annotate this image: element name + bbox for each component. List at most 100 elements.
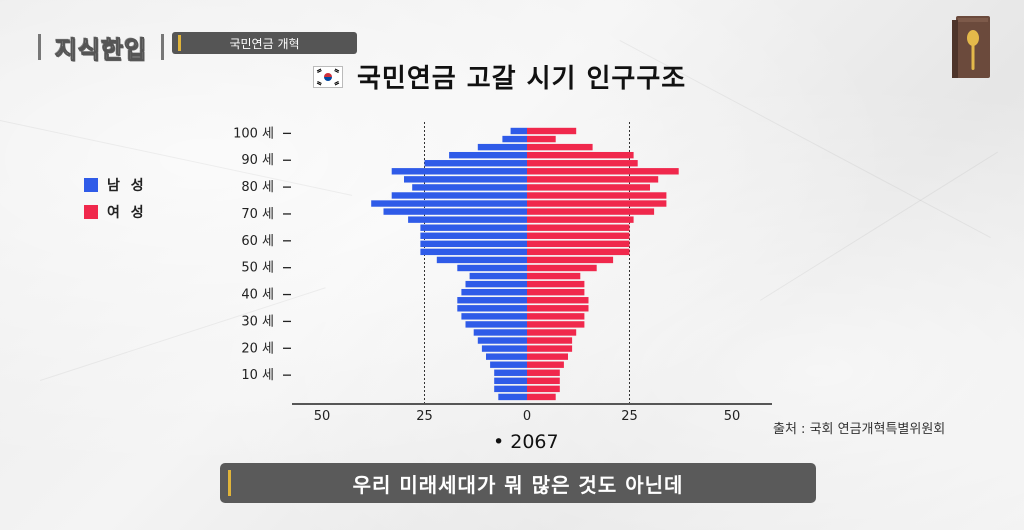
- bar-male: [477, 337, 527, 344]
- bar-female: [527, 216, 634, 223]
- bar-female: [527, 280, 585, 288]
- source-note: 출처 : 국회 연금개혁특별위원회: [773, 422, 946, 437]
- bar-male: [391, 192, 527, 199]
- bar-female: [527, 353, 568, 360]
- bar-female: [527, 127, 577, 135]
- bar-male: [420, 224, 527, 231]
- x-tick-label: 50: [314, 409, 331, 424]
- bar-male: [486, 353, 527, 360]
- chart-legend: 남 성 여 성: [84, 175, 147, 229]
- bar-female: [527, 232, 630, 239]
- bar-female: [527, 240, 630, 248]
- bar-female: [527, 160, 638, 167]
- bar-male: [449, 151, 527, 159]
- bar-female: [527, 305, 589, 312]
- bar-female: [527, 151, 634, 159]
- bar-male: [494, 369, 527, 376]
- bar-female: [527, 361, 564, 368]
- caption-accent: [228, 470, 231, 496]
- bar-male: [404, 176, 527, 183]
- x-tick-label: 25: [621, 409, 638, 424]
- y-tick-label: 30 세: [241, 314, 274, 329]
- bar-male: [510, 127, 527, 135]
- y-tick-label: 100 세: [233, 126, 274, 141]
- bar-female: [527, 321, 585, 328]
- bar-male: [490, 361, 527, 368]
- y-tick-label: 40 세: [241, 288, 274, 303]
- bar-female: [527, 288, 585, 296]
- legend-item-male: 남 성: [84, 175, 147, 195]
- bar-male: [408, 216, 527, 223]
- bar-female: [527, 369, 560, 376]
- bar-male: [494, 377, 527, 385]
- bar-male: [412, 184, 527, 191]
- chart-title: 국민연금 고갈 시기 인구구조: [357, 64, 687, 94]
- y-tick-label: 60 세: [241, 234, 274, 249]
- bar-male: [436, 256, 527, 264]
- bar-male: [473, 329, 527, 336]
- y-tick-label: 10 세: [241, 368, 274, 383]
- bar-female: [527, 297, 589, 304]
- year-label: • 2067: [493, 431, 559, 453]
- logo-bar: [161, 34, 164, 60]
- category-chip: 국민연금 개혁: [172, 32, 357, 54]
- x-tick-label: 0: [523, 409, 531, 424]
- bar-male: [457, 264, 527, 272]
- subtitle-text: 우리 미래세대가 뭐 많은 것도 아닌데: [352, 472, 684, 497]
- legend-item-female: 여 성: [84, 202, 147, 222]
- bar-female: [527, 224, 630, 231]
- bar-female: [527, 256, 614, 264]
- chart-title-row: 국민연금 고갈 시기 인구구조: [313, 58, 686, 95]
- bar-male: [424, 160, 527, 167]
- bar-male: [420, 240, 527, 248]
- bar-female: [527, 345, 573, 352]
- bar-female: [527, 393, 556, 401]
- x-tick-label: 25: [416, 409, 433, 424]
- logo-text: 지식한입: [54, 35, 148, 64]
- bar-male: [420, 248, 527, 256]
- bar-female: [527, 176, 659, 183]
- bar-male: [465, 280, 527, 288]
- bar-female: [527, 192, 667, 199]
- legend-swatch-female: [84, 205, 98, 219]
- subtitle-caption: 우리 미래세대가 뭐 많은 것도 아닌데: [220, 463, 816, 503]
- bar-female: [527, 337, 573, 344]
- bar-male: [383, 208, 527, 215]
- bar-female: [527, 184, 650, 191]
- bar-female: [527, 264, 597, 272]
- bar-female: [527, 272, 581, 280]
- bar-male: [461, 288, 527, 296]
- y-tick-label: 90 세: [241, 153, 274, 168]
- y-tick-label: 70 세: [241, 207, 274, 222]
- bar-male: [502, 135, 527, 143]
- bar-female: [527, 385, 560, 393]
- bar-male: [457, 305, 527, 312]
- bar-male: [477, 143, 527, 151]
- legend-label-female: 여 성: [107, 205, 147, 221]
- channel-logo: 지식한입: [36, 30, 166, 64]
- x-tick-label: 50: [724, 409, 741, 424]
- bar-female: [527, 208, 655, 215]
- korea-flag-icon: [313, 65, 343, 88]
- bar-male: [481, 345, 527, 352]
- bar-male: [391, 168, 527, 175]
- bar-female: [527, 135, 556, 143]
- bar-male: [461, 313, 527, 320]
- bar-female: [527, 329, 577, 336]
- bar-male: [494, 385, 527, 393]
- bar-male: [498, 393, 527, 401]
- chip-accent: [178, 35, 181, 51]
- bar-female: [527, 143, 593, 151]
- bar-female: [527, 377, 560, 385]
- y-tick-label: 50 세: [241, 261, 274, 276]
- bar-male: [420, 232, 527, 239]
- legend-swatch-male: [84, 178, 98, 192]
- y-tick-label: 80 세: [241, 180, 274, 195]
- y-tick-label: 20 세: [241, 341, 274, 356]
- bar-female: [527, 313, 585, 320]
- logo-bar: [38, 34, 41, 60]
- bar-female: [527, 200, 667, 207]
- bar-male: [469, 272, 527, 280]
- category-label: 국민연금 개혁: [229, 36, 300, 51]
